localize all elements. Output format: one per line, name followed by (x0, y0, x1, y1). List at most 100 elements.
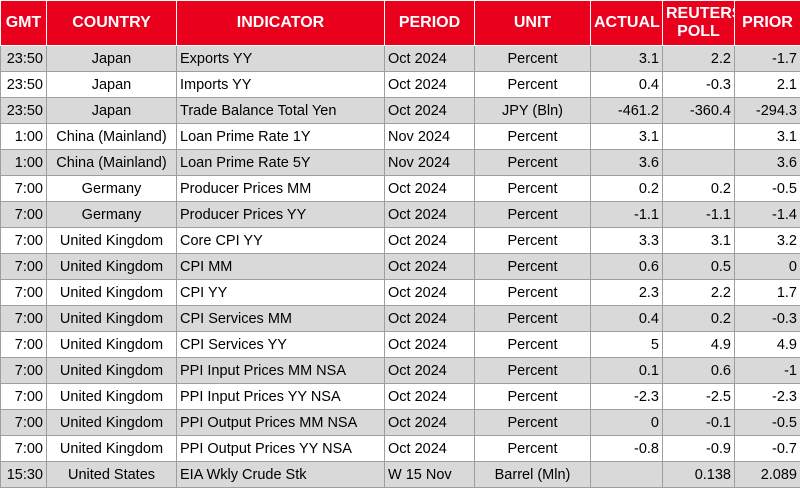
actual-cell: -2.3 (591, 384, 663, 410)
country-cell: China (Mainland) (47, 124, 177, 150)
time-cell: 7:00 (1, 436, 47, 462)
indicator-cell: CPI Services YY (177, 332, 385, 358)
indicator-cell: Exports YY (177, 46, 385, 72)
indicator-cell: Loan Prime Rate 1Y (177, 124, 385, 150)
period-cell: Oct 2024 (385, 410, 475, 436)
reuters-poll-cell: -0.3 (663, 72, 735, 98)
period-cell: Oct 2024 (385, 202, 475, 228)
reuters-poll-cell: 3.1 (663, 228, 735, 254)
time-cell: 7:00 (1, 228, 47, 254)
country-cell: United Kingdom (47, 332, 177, 358)
reuters-poll-cell: 4.9 (663, 332, 735, 358)
prior-cell: -1.7 (735, 46, 800, 72)
indicator-cell: EIA Wkly Crude Stk (177, 462, 385, 488)
country-cell: China (Mainland) (47, 150, 177, 176)
actual-cell: 0 (591, 410, 663, 436)
country-cell: United Kingdom (47, 306, 177, 332)
time-cell: 7:00 (1, 176, 47, 202)
time-cell: 7:00 (1, 280, 47, 306)
indicator-cell: Core CPI YY (177, 228, 385, 254)
actual-cell (591, 462, 663, 488)
period-cell: Nov 2024 (385, 124, 475, 150)
actual-cell: 3.1 (591, 46, 663, 72)
time-cell: 7:00 (1, 358, 47, 384)
period-cell: Oct 2024 (385, 436, 475, 462)
time-cell: 7:00 (1, 410, 47, 436)
prior-cell: -0.5 (735, 176, 800, 202)
header-actual: ACTUAL (591, 1, 663, 46)
unit-cell: Barrel (Mln) (475, 462, 591, 488)
prior-cell: -1.4 (735, 202, 800, 228)
unit-cell: Percent (475, 46, 591, 72)
time-cell: 15:30 (1, 462, 47, 488)
unit-cell: Percent (475, 410, 591, 436)
country-cell: United Kingdom (47, 410, 177, 436)
country-cell: Japan (47, 98, 177, 124)
time-cell: 7:00 (1, 384, 47, 410)
country-cell: United Kingdom (47, 384, 177, 410)
actual-cell: 5 (591, 332, 663, 358)
country-cell: United Kingdom (47, 280, 177, 306)
time-cell: 7:00 (1, 254, 47, 280)
reuters-poll-cell: -360.4 (663, 98, 735, 124)
indicator-cell: Producer Prices MM (177, 176, 385, 202)
indicator-cell: PPI Output Prices YY NSA (177, 436, 385, 462)
actual-cell: 3.3 (591, 228, 663, 254)
prior-cell: -1 (735, 358, 800, 384)
reuters-poll-cell: 0.5 (663, 254, 735, 280)
indicator-cell: Trade Balance Total Yen (177, 98, 385, 124)
header-indicator: INDICATOR (177, 1, 385, 46)
period-cell: Nov 2024 (385, 150, 475, 176)
prior-cell: 3.2 (735, 228, 800, 254)
reuters-poll-cell: -0.9 (663, 436, 735, 462)
indicator-cell: Producer Prices YY (177, 202, 385, 228)
indicator-cell: Imports YY (177, 72, 385, 98)
unit-cell: Percent (475, 332, 591, 358)
time-cell: 7:00 (1, 202, 47, 228)
unit-cell: Percent (475, 384, 591, 410)
unit-cell: Percent (475, 358, 591, 384)
unit-cell: Percent (475, 124, 591, 150)
unit-cell: Percent (475, 228, 591, 254)
period-cell: W 15 Nov (385, 462, 475, 488)
time-cell: 7:00 (1, 332, 47, 358)
reuters-poll-cell: 2.2 (663, 46, 735, 72)
period-cell: Oct 2024 (385, 98, 475, 124)
indicator-cell: Loan Prime Rate 5Y (177, 150, 385, 176)
period-cell: Oct 2024 (385, 72, 475, 98)
prior-cell: -2.3 (735, 384, 800, 410)
time-cell: 1:00 (1, 124, 47, 150)
prior-cell: -294.3 (735, 98, 800, 124)
header-row: GMT COUNTRY INDICATOR PERIOD UNIT ACTUAL… (1, 1, 800, 46)
period-cell: Oct 2024 (385, 46, 475, 72)
time-cell: 23:50 (1, 98, 47, 124)
header-reuters-poll: REUTERS POLL (663, 1, 735, 46)
reuters-poll-cell: 0.2 (663, 176, 735, 202)
header-gmt: GMT (1, 1, 47, 46)
prior-cell: 0 (735, 254, 800, 280)
header-country: COUNTRY (47, 1, 177, 46)
reuters-poll-cell (663, 150, 735, 176)
unit-cell: Percent (475, 254, 591, 280)
period-cell: Oct 2024 (385, 254, 475, 280)
actual-cell: -0.8 (591, 436, 663, 462)
prior-cell: 3.6 (735, 150, 800, 176)
indicator-cell: CPI MM (177, 254, 385, 280)
reuters-poll-cell: -0.1 (663, 410, 735, 436)
indicator-cell: PPI Input Prices YY NSA (177, 384, 385, 410)
prior-cell: 1.7 (735, 280, 800, 306)
